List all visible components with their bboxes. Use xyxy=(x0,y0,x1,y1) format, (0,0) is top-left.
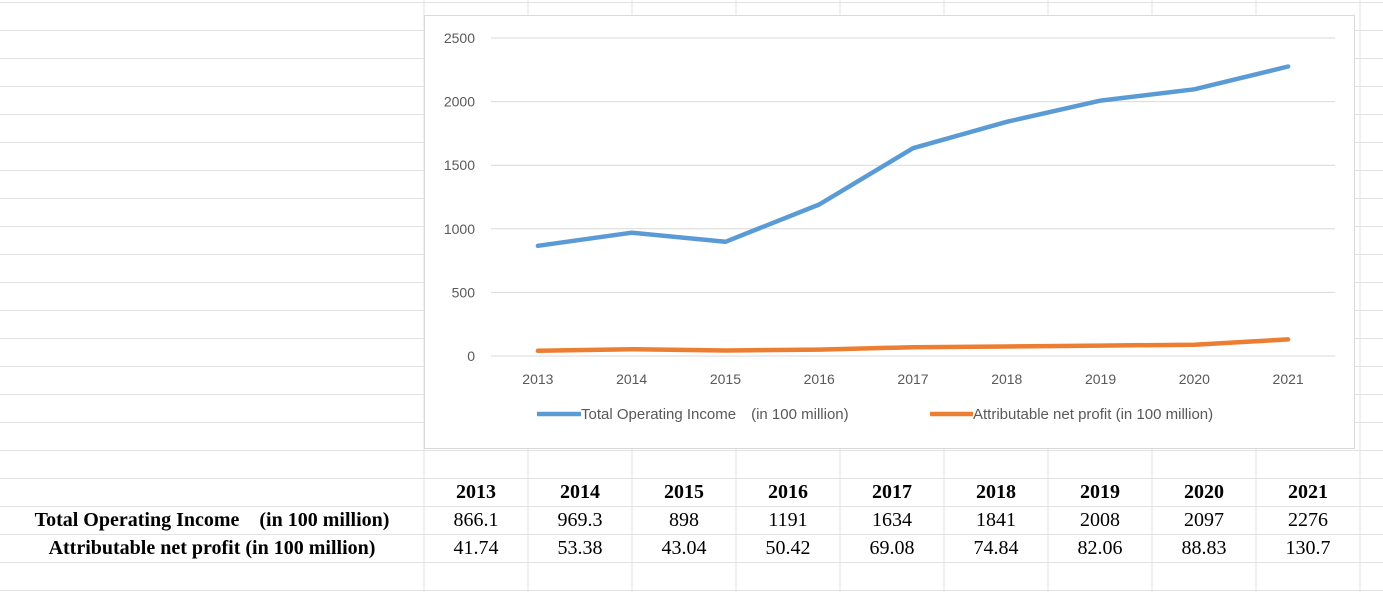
year-cell: 2021 xyxy=(1288,481,1328,503)
x-tick-label: 2014 xyxy=(616,371,647,387)
row-label-profit: Attributable net profit (in 100 million) xyxy=(48,537,376,559)
table-row-income: Total Operating Income (in 100 million) … xyxy=(0,506,1360,534)
y-tick-label: 1000 xyxy=(444,221,475,237)
value-cell: 1841 xyxy=(976,509,1016,531)
x-tick-label: 2018 xyxy=(991,371,1022,387)
x-tick-label: 2017 xyxy=(897,371,928,387)
x-tick-label: 2015 xyxy=(710,371,741,387)
year-cell: 2015 xyxy=(664,481,704,503)
legend-profit-label: Attributable net profit (in 100 million) xyxy=(973,406,1213,423)
value-cell: 969.3 xyxy=(557,509,603,531)
value-cell: 82.06 xyxy=(1077,537,1123,559)
year-cell: 2016 xyxy=(768,481,808,503)
year-cell: 2013 xyxy=(456,481,496,503)
value-cell: 50.42 xyxy=(765,537,811,559)
table-row-profit: Attributable net profit (in 100 million)… xyxy=(0,534,1360,562)
line-chart: 0 500 1000 1500 2000 2500 2013 2014 2015 2016 2017… xyxy=(444,30,1335,423)
value-cell: 1191 xyxy=(768,509,808,531)
value-cell: 130.7 xyxy=(1285,537,1331,559)
value-cell: 2276 xyxy=(1288,509,1328,531)
year-cell: 2017 xyxy=(872,481,912,503)
y-tick-label: 1500 xyxy=(444,157,475,173)
x-tick-label: 2019 xyxy=(1085,371,1116,387)
table-header-row: 2013 2014 2015 2016 2017 2018 2019 2020 … xyxy=(0,478,1360,506)
y-tick-label: 2000 xyxy=(444,94,475,110)
chart-area[interactable]: 0 500 1000 1500 2000 2500 2013 2014 2015 2016 2017… xyxy=(424,15,1355,449)
y-tick-label: 2500 xyxy=(444,30,475,46)
row-label-income: Total Operating Income (in 100 million) xyxy=(34,509,390,531)
value-cell: 69.08 xyxy=(869,537,915,559)
x-tick-label: 2021 xyxy=(1273,371,1304,387)
x-tick-label: 2016 xyxy=(804,371,835,387)
data-table: 2013 2014 2015 2016 2017 2018 2019 2020 … xyxy=(0,478,1360,562)
legend-income-label: Total Operating Income (in 100 million) xyxy=(581,406,849,423)
value-cell: 43.04 xyxy=(661,537,707,559)
year-cell: 2020 xyxy=(1184,481,1224,503)
year-cell: 2018 xyxy=(976,481,1016,503)
y-tick-label: 500 xyxy=(452,284,476,300)
table-corner-cell xyxy=(0,478,424,506)
income-line xyxy=(535,64,1291,249)
x-tick-label: 2020 xyxy=(1179,371,1210,387)
value-cell: 2097 xyxy=(1184,509,1224,531)
y-tick-label: 0 xyxy=(467,348,475,364)
value-cell: 898 xyxy=(669,509,699,531)
value-cell: 53.38 xyxy=(557,537,603,559)
x-tick-label: 2013 xyxy=(522,371,553,387)
value-cell: 88.83 xyxy=(1181,537,1227,559)
profit-line xyxy=(535,337,1291,353)
value-cell: 1634 xyxy=(872,509,912,531)
value-cell: 2008 xyxy=(1080,509,1120,531)
value-cell: 41.74 xyxy=(453,537,499,559)
year-cell: 2014 xyxy=(560,481,600,503)
value-cell: 866.1 xyxy=(453,509,499,531)
year-cell: 2019 xyxy=(1080,481,1120,503)
value-cell: 74.84 xyxy=(973,537,1019,559)
